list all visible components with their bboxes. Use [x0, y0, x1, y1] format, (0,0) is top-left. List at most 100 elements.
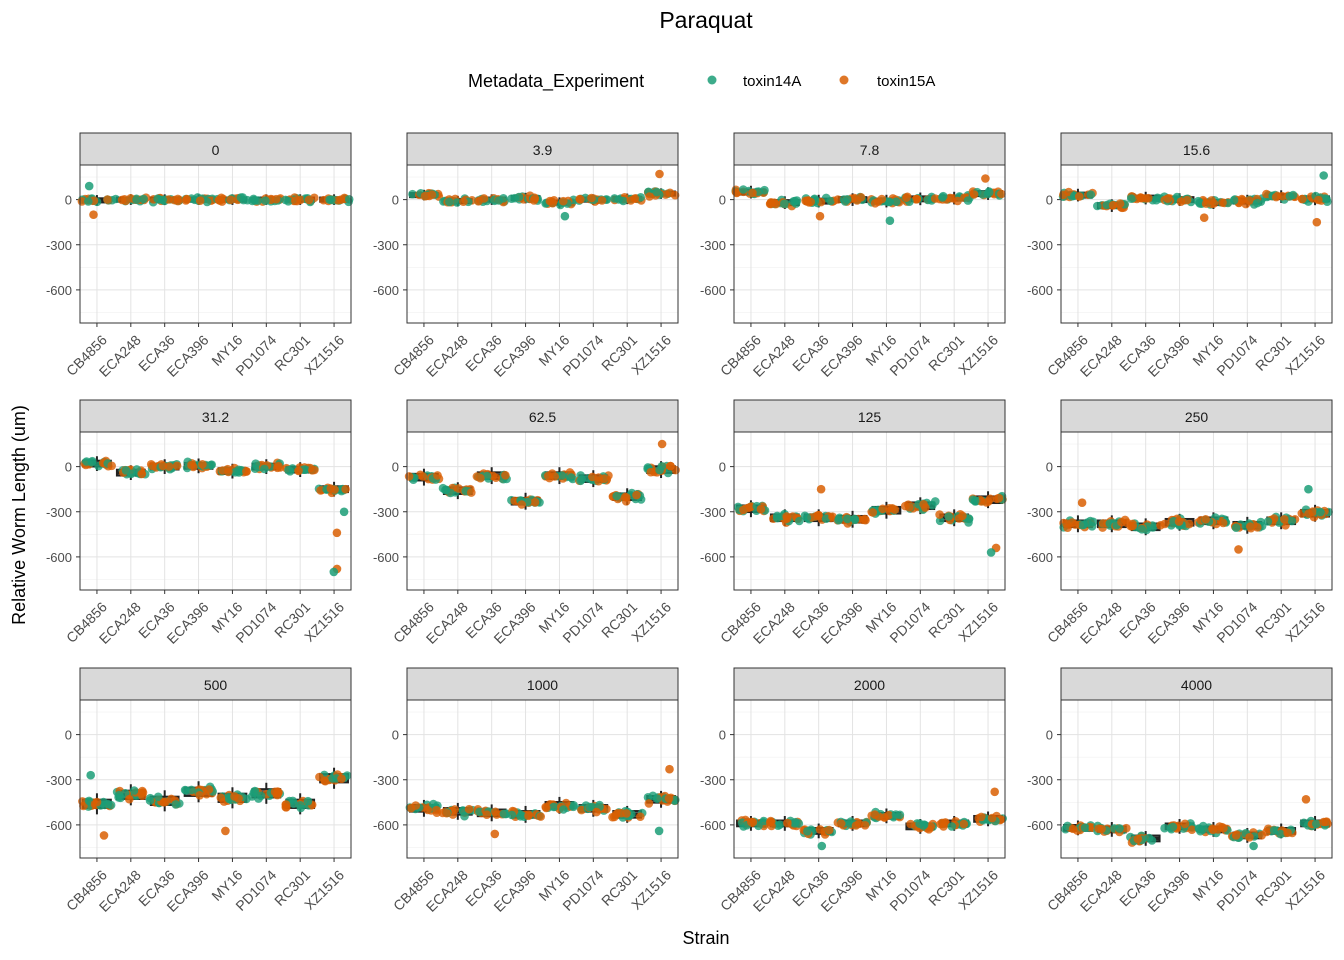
data-point: [1078, 520, 1087, 530]
data-point: [1285, 192, 1295, 201]
data-point: [544, 471, 553, 481]
data-point: [1269, 826, 1279, 835]
data-point: [1070, 520, 1080, 529]
panel-background: [734, 165, 1005, 323]
data-point: [880, 813, 889, 822]
y-tick-label: -600: [373, 818, 399, 833]
y-tick-label: 0: [719, 728, 726, 743]
y-tick-label: -600: [373, 550, 399, 565]
data-point: [559, 805, 568, 814]
data-point: [826, 196, 835, 206]
data-point: [1108, 200, 1118, 210]
data-point: [953, 196, 962, 206]
data-point: [195, 791, 204, 800]
facet-panel: 31.20-300-600CB4856ECA248ECA36ECA396MY16…: [46, 399, 352, 647]
facet-strip: [79, 132, 352, 166]
data-point: [327, 195, 336, 204]
data-point: [997, 189, 1006, 199]
facet-label: 0: [212, 142, 220, 158]
data-point: [88, 456, 97, 466]
data-point: [121, 196, 130, 206]
data-point: [337, 774, 346, 784]
legend: Metadata_Experiment toxin14A toxin15A: [468, 71, 935, 92]
data-point: [1312, 217, 1322, 227]
data-point: [994, 493, 1004, 503]
data-point: [767, 821, 776, 831]
data-point: [1263, 517, 1273, 526]
data-point: [1301, 795, 1311, 804]
data-point: [877, 194, 887, 204]
y-tick-label: -300: [373, 773, 399, 788]
data-point: [739, 185, 748, 194]
data-point: [748, 188, 757, 198]
panel-border: [406, 164, 679, 324]
data-point: [912, 194, 922, 204]
data-point: [935, 516, 945, 526]
data-point: [270, 787, 280, 797]
data-point: [1147, 836, 1157, 845]
data-point: [756, 504, 766, 514]
data-point: [815, 211, 825, 221]
panel-background: [80, 165, 351, 323]
data-point: [850, 514, 859, 524]
data-point: [303, 796, 313, 806]
y-tick-label: -300: [700, 505, 726, 520]
data-point: [137, 469, 147, 479]
y-tick-label: -600: [1027, 818, 1053, 833]
data-point: [773, 821, 783, 830]
data-point: [261, 196, 270, 205]
data-point: [187, 785, 196, 795]
data-point: [870, 199, 880, 208]
data-point: [1199, 213, 1209, 222]
y-tick-label: -600: [46, 818, 72, 833]
data-point: [198, 460, 207, 469]
facet-strip: [1060, 132, 1333, 166]
data-point: [153, 792, 163, 802]
y-tick-label: -600: [1027, 550, 1053, 565]
data-point: [560, 211, 570, 221]
data-point: [843, 514, 852, 524]
data-point: [1080, 823, 1090, 832]
facet-panel: 7.80-300-600CB4856ECA248ECA36ECA396MY16P…: [700, 132, 1006, 380]
data-point: [833, 195, 843, 204]
data-point: [1127, 194, 1136, 203]
data-point: [254, 794, 263, 803]
data-point: [294, 466, 303, 476]
data-point: [888, 504, 897, 513]
data-point: [99, 831, 109, 840]
data-point: [1160, 823, 1169, 833]
data-point: [1187, 825, 1197, 834]
data-point: [517, 500, 526, 509]
data-point: [576, 476, 585, 486]
data-point: [977, 812, 986, 822]
data-point: [1115, 824, 1124, 833]
data-point: [860, 821, 870, 830]
data-point: [632, 490, 641, 500]
facet-panel: 15.60-300-600CB4856ECA248ECA36ECA396MY16…: [1027, 132, 1333, 380]
data-point: [482, 471, 492, 481]
data-point: [242, 467, 251, 476]
data-point: [1115, 199, 1125, 208]
y-tick-label: -300: [1027, 773, 1053, 788]
data-point: [646, 467, 656, 477]
data-point: [824, 825, 834, 835]
x-axis-label: Strain: [682, 928, 729, 948]
data-point: [919, 500, 928, 509]
data-point: [1077, 498, 1087, 508]
data-point: [320, 776, 329, 785]
data-point: [536, 812, 545, 821]
data-point: [1184, 519, 1194, 529]
data-point: [145, 796, 155, 805]
data-point: [935, 510, 944, 519]
data-point: [281, 800, 291, 809]
data-point: [404, 472, 414, 481]
data-point: [507, 810, 517, 820]
panel-border: [79, 699, 352, 859]
data-point: [1137, 525, 1147, 534]
panel-background: [734, 700, 1005, 858]
data-point: [816, 484, 826, 494]
data-point: [344, 195, 354, 204]
data-point: [747, 817, 756, 827]
facet-panel: 20000-300-600CB4856ECA248ECA36ECA396MY16…: [700, 667, 1007, 915]
